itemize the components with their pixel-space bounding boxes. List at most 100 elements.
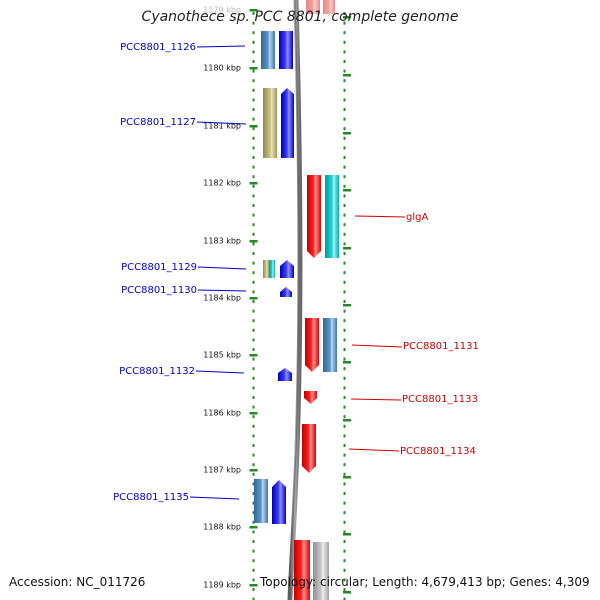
tick-dot xyxy=(343,434,346,438)
tick-dot xyxy=(343,348,346,351)
reverse-gene-pcc8801-1131[interactable] xyxy=(305,318,337,372)
tick-dot xyxy=(252,165,255,169)
tick-dot xyxy=(343,530,346,534)
tick-dot xyxy=(343,117,346,121)
gene-arrow xyxy=(307,175,321,258)
orf-box xyxy=(263,88,277,158)
tick-dot xyxy=(252,175,255,179)
tick-dot xyxy=(343,280,346,284)
tick-dot xyxy=(252,463,255,467)
tick-dot xyxy=(252,108,255,111)
ruler-label: 1186 kbp xyxy=(203,409,241,418)
tick-dot xyxy=(252,549,255,553)
ruler-label: 1180 kbp xyxy=(203,64,241,73)
tick-dot xyxy=(252,415,255,419)
major-tick xyxy=(343,361,351,364)
tick-dot xyxy=(343,184,346,188)
top-reverse-fragment xyxy=(306,0,335,14)
tick-dot xyxy=(252,405,255,409)
leader-line xyxy=(196,121,247,125)
tick-dot xyxy=(343,261,346,265)
tick-dot xyxy=(343,568,346,572)
tick-dot xyxy=(252,252,255,255)
gene-arrow xyxy=(280,287,292,297)
forward-gene-pcc8801-1130[interactable] xyxy=(280,287,292,297)
reverse-gene-label[interactable]: PCC8801_1131 xyxy=(403,341,479,352)
tick-dot xyxy=(343,559,346,563)
forward-gene-label[interactable]: PCC8801_1127 xyxy=(120,117,196,128)
tick-dot xyxy=(252,540,255,543)
forward-gene-pcc8801-1132[interactable] xyxy=(278,368,292,381)
leader-line xyxy=(195,370,245,374)
forward-gene-label[interactable]: PCC8801_1130 xyxy=(121,285,197,296)
tick-dot xyxy=(252,184,255,188)
forward-gene-label[interactable]: PCC8801_1132 xyxy=(119,366,195,377)
tick-dot xyxy=(252,424,255,428)
tick-dot xyxy=(343,31,346,35)
tick-dot xyxy=(252,12,255,15)
tick-dot xyxy=(252,309,255,313)
tick-dot xyxy=(252,242,255,246)
major-tick xyxy=(249,125,258,128)
tick-dot xyxy=(343,597,346,600)
ruler-label: 1179 kbp xyxy=(203,6,241,15)
left-tick-column xyxy=(249,9,258,600)
tick-dot xyxy=(343,223,346,227)
gene-arrow xyxy=(305,318,319,372)
reverse-gene-label[interactable]: PCC8801_1134 xyxy=(400,446,476,457)
tick-dot xyxy=(252,357,255,361)
reverse-gene-pcc8801-1133[interactable] xyxy=(304,391,317,404)
tick-dot xyxy=(252,136,255,140)
reverse-gene-label[interactable]: glgA xyxy=(406,212,428,223)
major-tick xyxy=(249,526,258,529)
tick-dot xyxy=(252,434,255,438)
ruler-label: 1183 kbp xyxy=(203,237,241,246)
major-tick xyxy=(343,419,351,422)
tick-dot xyxy=(343,549,346,553)
tick-dot xyxy=(252,213,255,217)
tick-dot xyxy=(343,127,346,131)
forward-gene-pcc8801-1129[interactable] xyxy=(263,260,294,278)
genome-backbone xyxy=(287,0,303,600)
forward-gene-label[interactable]: PCC8801_1129 xyxy=(121,262,197,273)
ruler-label: 1185 kbp xyxy=(203,351,241,360)
orf-box xyxy=(269,260,275,278)
orf-box xyxy=(325,175,339,258)
tick-dot xyxy=(252,444,255,447)
tick-dot xyxy=(252,597,255,600)
major-tick xyxy=(343,74,351,77)
forward-gene-pcc8801-1135[interactable] xyxy=(254,479,286,524)
ruler-label: 1187 kbp xyxy=(203,466,241,475)
tick-dot xyxy=(343,338,346,342)
bottom-reverse-fragment xyxy=(294,540,329,600)
reverse-gene-label[interactable]: PCC8801_1133 xyxy=(402,394,478,405)
tick-dot xyxy=(252,482,255,486)
tick-dot xyxy=(252,98,255,102)
tick-dot xyxy=(252,578,255,582)
tick-dot xyxy=(252,194,255,198)
reverse-gene-glga[interactable] xyxy=(307,175,339,258)
tick-dot xyxy=(252,290,255,294)
tick-dot xyxy=(343,588,346,591)
tick-dot xyxy=(343,88,346,92)
forward-gene-label[interactable]: PCC8801_1126 xyxy=(120,42,196,53)
tick-dot xyxy=(252,40,255,44)
tick-dot xyxy=(252,386,255,390)
leader-line xyxy=(197,266,247,270)
topology-text: Topology: circular; Length: 4,679,413 bp… xyxy=(260,575,590,589)
forward-gene-pcc8801-1127[interactable] xyxy=(263,88,294,158)
tick-dot xyxy=(343,146,346,150)
tick-dot xyxy=(252,117,255,121)
forward-gene-label[interactable]: PCC8801_1135 xyxy=(113,492,189,503)
tick-dot xyxy=(343,165,346,169)
tick-dot xyxy=(343,396,346,399)
reverse-gene-pcc8801-1134[interactable] xyxy=(302,424,316,473)
tick-dot xyxy=(343,367,346,371)
forward-gene-pcc8801-1126[interactable] xyxy=(261,31,293,69)
tick-dot xyxy=(343,136,346,140)
ruler-labels: 1179 kbp 1180 kbp 1181 kbp 1182 kbp 1183 kbp… xyxy=(203,6,241,590)
major-tick xyxy=(249,67,258,70)
gene-arrow xyxy=(280,260,294,278)
tick-dot xyxy=(252,520,255,524)
tick-dot xyxy=(343,194,346,198)
